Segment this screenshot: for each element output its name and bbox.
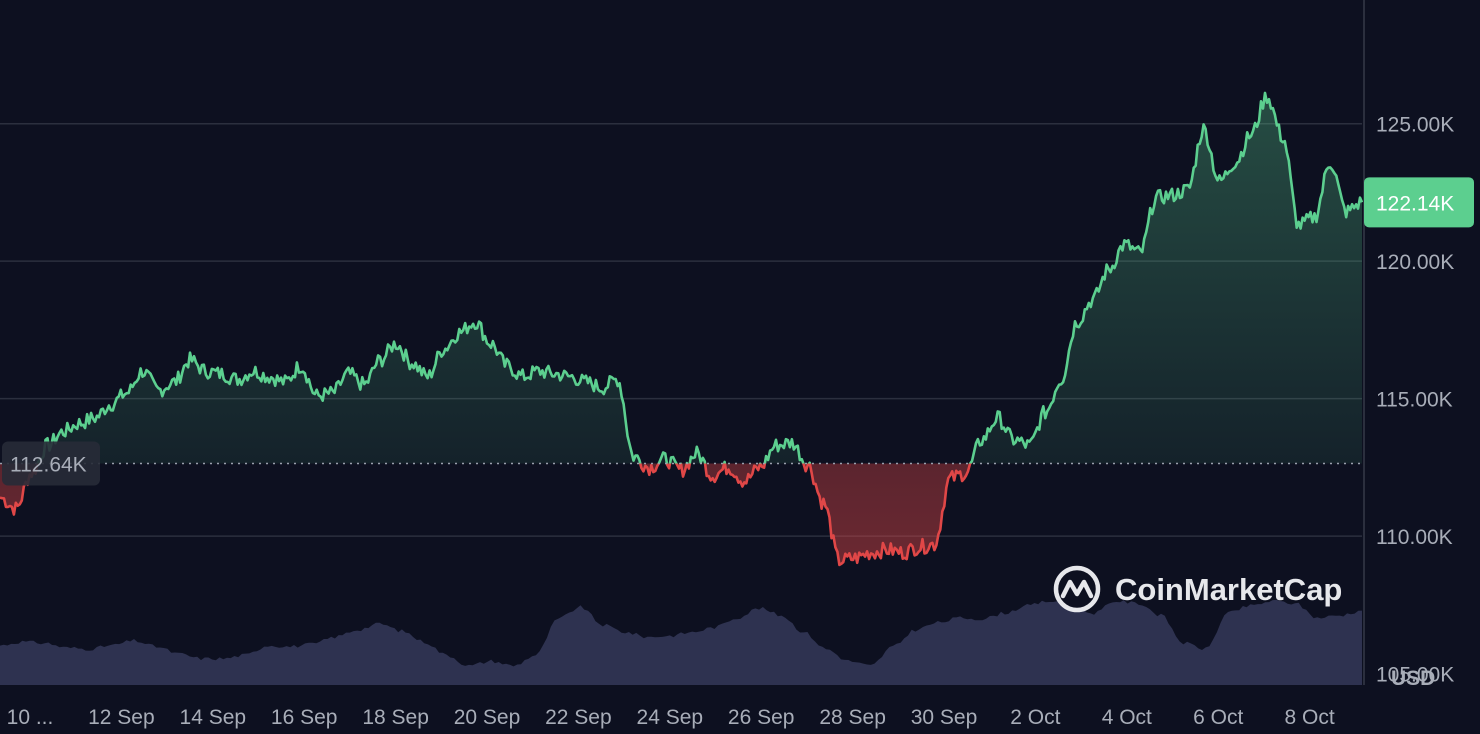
x-tick-label: 6 Oct — [1193, 706, 1243, 729]
y-tick-label: 125.00K — [1376, 114, 1454, 137]
x-tick-label: 30 Sep — [911, 706, 978, 729]
x-tick-label: 12 Sep — [88, 706, 155, 729]
currency-label: USD — [1391, 667, 1435, 690]
brand-name: CoinMarketCap — [1115, 572, 1342, 607]
x-tick-label: 20 Sep — [454, 706, 521, 729]
volume-area-path — [0, 599, 1362, 685]
x-tick-label: 16 Sep — [271, 706, 338, 729]
current-price-label: 122.14K — [1376, 192, 1454, 215]
volume-area — [0, 599, 1362, 685]
price-line-up — [36, 91, 1363, 464]
current-price-badge: 122.14K — [1364, 177, 1474, 228]
coinmarketcap-watermark: CoinMarketCap — [1053, 565, 1342, 613]
x-tick-label: 22 Sep — [545, 706, 612, 729]
y-axis: 125.00K 120.00K 115.00K 110.00K 105.00K — [1376, 114, 1454, 687]
x-tick-label: 26 Sep — [728, 706, 795, 729]
price-area — [0, 91, 1363, 567]
x-tick-label: 28 Sep — [819, 706, 886, 729]
y-tick-label: 115.00K — [1376, 389, 1453, 412]
y-tick-label: 120.00K — [1376, 251, 1454, 274]
coinmarketcap-logo-icon — [1053, 565, 1101, 613]
y-tick-label: 105.00K — [1376, 664, 1454, 687]
price-area-up-fill — [37, 92, 1362, 464]
x-tick-label: 10 ... — [7, 706, 54, 729]
x-axis: 10 ... 12 Sep 14 Sep 16 Sep 18 Sep 20 Sep 22 S… — [7, 706, 1335, 729]
x-tick-label: 14 Sep — [180, 706, 247, 729]
x-tick-label: 18 Sep — [362, 706, 429, 729]
baseline-price-badge: 112.64K — [2, 441, 100, 486]
y-tick-label: 110.00K — [1376, 526, 1453, 549]
x-tick-label: 2 Oct — [1010, 706, 1060, 729]
x-tick-label: 4 Oct — [1102, 706, 1152, 729]
x-tick-label: 24 Sep — [637, 706, 704, 729]
baseline-price-label: 112.64K — [10, 453, 87, 476]
x-tick-label: 8 Oct — [1285, 706, 1335, 729]
